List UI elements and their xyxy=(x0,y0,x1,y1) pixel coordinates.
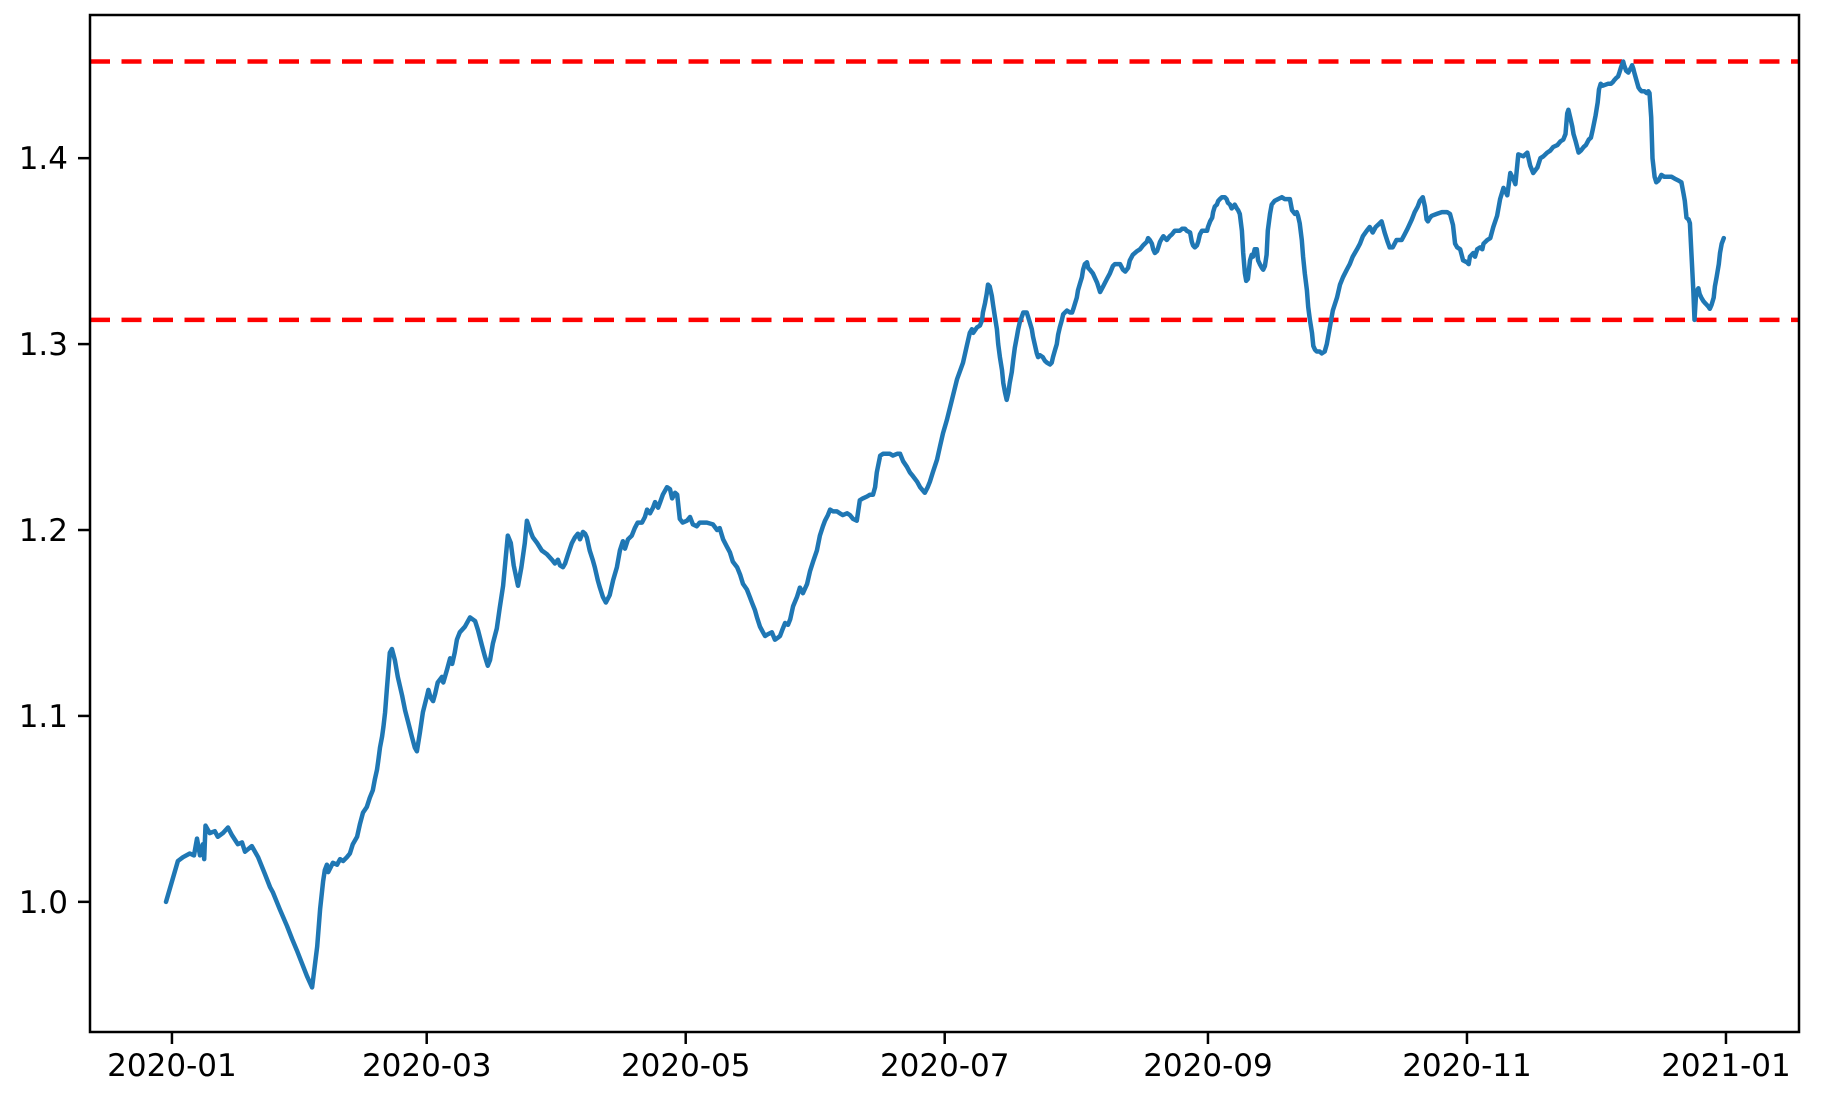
x-tick-label-2020-09: 2020-09 xyxy=(1143,1048,1273,1084)
axes-spines xyxy=(88,13,1801,1034)
x-tick-label-2020-07: 2020-07 xyxy=(880,1048,1010,1084)
value-line xyxy=(163,59,1727,990)
y-tick-label-1.0: 1.0 xyxy=(19,885,68,921)
x-tick-label-2020-01: 2020-01 xyxy=(107,1048,237,1084)
x-tick-label-2020-05: 2020-05 xyxy=(621,1048,751,1084)
y-tick-label-1.2: 1.2 xyxy=(19,513,68,549)
x-tick-label-2020-11: 2020-11 xyxy=(1402,1048,1532,1084)
y-tick-label-1.4: 1.4 xyxy=(19,141,68,177)
x-tick-label-2020-03: 2020-03 xyxy=(362,1048,492,1084)
y-tick-label-1.1: 1.1 xyxy=(19,699,68,735)
x-tick-label-2021-01: 2021-01 xyxy=(1661,1048,1791,1084)
y-tick-label-1.3: 1.3 xyxy=(19,327,68,363)
